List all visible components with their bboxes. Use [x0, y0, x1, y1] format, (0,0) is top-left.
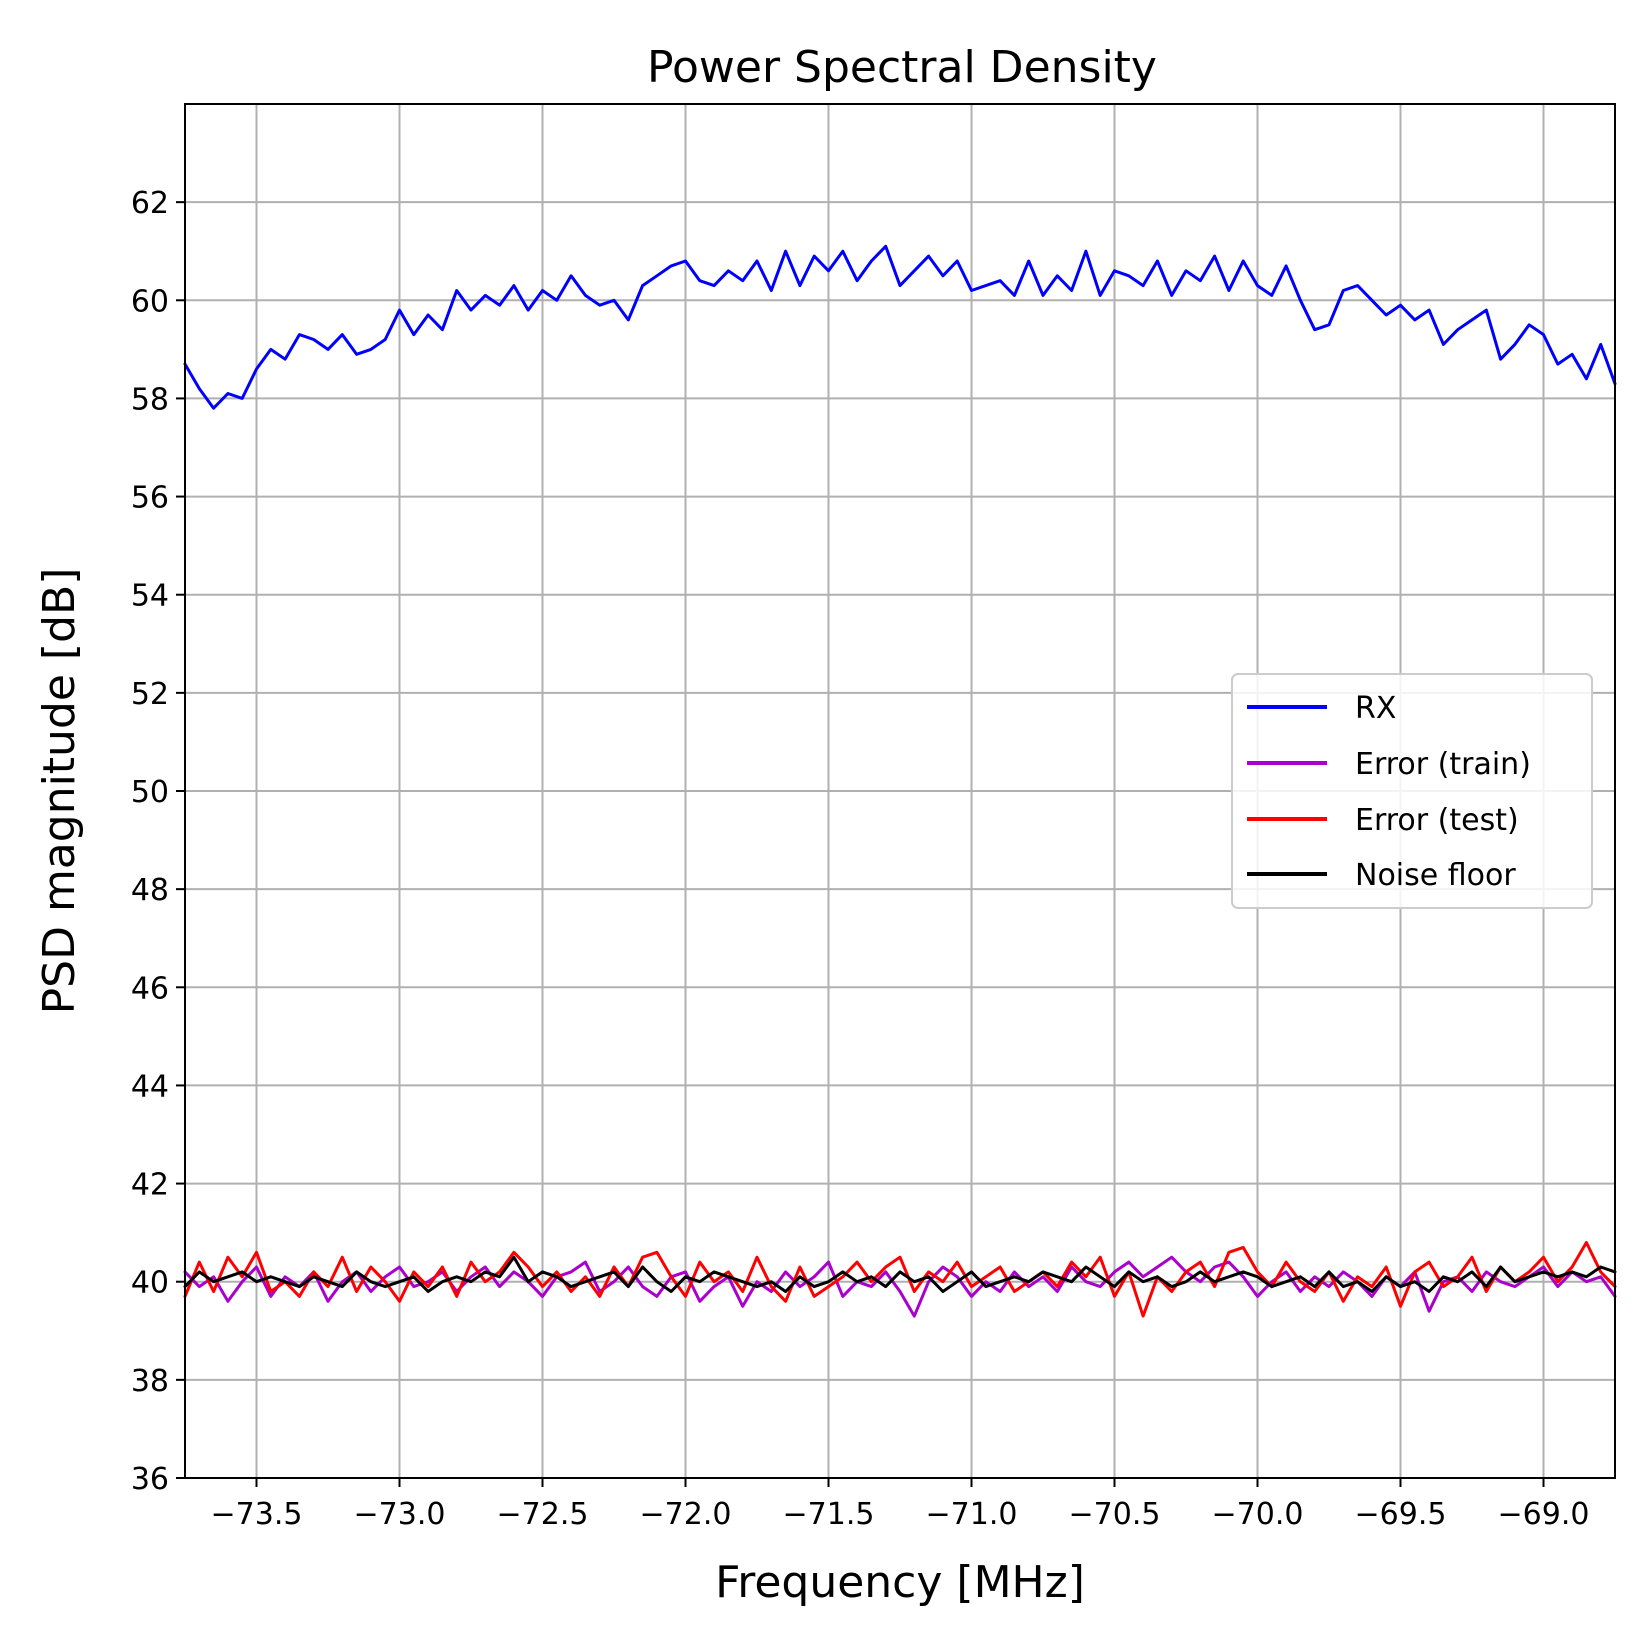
axis-ticks: −73.5 −73.0 −72.5 −72.0 −71.5 −71.0 −70.5 −70.0…: [131, 186, 1590, 1532]
x-axis-label: Frequency [MHz]: [715, 1557, 1085, 1608]
x-tick-label: −71.5: [783, 1497, 875, 1532]
y-tick-label: 40: [131, 1266, 169, 1301]
x-tick-label: −71.0: [926, 1497, 1018, 1532]
y-tick-label: 52: [131, 677, 169, 712]
y-tick-label: 38: [131, 1364, 169, 1399]
series-rx: [183, 244, 1617, 410]
x-tick-label: −72.5: [497, 1497, 589, 1532]
legend-label-error-test: Error (test): [1355, 803, 1519, 838]
legend-box: [1231, 673, 1593, 909]
x-tick-label: −69.5: [1355, 1497, 1447, 1532]
x-tick-label: −70.5: [1069, 1497, 1161, 1532]
y-tick-label: 62: [131, 186, 169, 221]
plot-series: [183, 244, 1617, 1318]
y-tick-label: 44: [131, 1069, 169, 1104]
chart-title: Power Spectral Density: [647, 42, 1157, 93]
series-error-test: [183, 1241, 1617, 1318]
y-tick-label: 54: [131, 579, 169, 614]
y-tick-label: 58: [131, 382, 169, 417]
y-tick-label: 42: [131, 1168, 169, 1203]
x-tick-label: −73.5: [211, 1497, 303, 1532]
y-axis-label: PSD magnitude [dB]: [34, 568, 85, 1015]
x-tick-label: −69.0: [1498, 1497, 1590, 1532]
y-tick-label: 36: [131, 1462, 169, 1497]
x-tick-label: −73.0: [354, 1497, 446, 1532]
y-tick-label: 56: [131, 481, 169, 516]
y-tick-label: 46: [131, 971, 169, 1006]
legend-label-rx: RX: [1355, 691, 1396, 726]
legend: RX Error (train) Error (test) Noise floo…: [1231, 673, 1593, 909]
x-tick-label: −70.0: [1212, 1497, 1304, 1532]
y-tick-label: 60: [131, 284, 169, 319]
legend-label-error-train: Error (train): [1355, 747, 1531, 782]
y-tick-label: 48: [131, 873, 169, 908]
y-tick-label: 50: [131, 775, 169, 810]
legend-label-noise-floor: Noise floor: [1355, 858, 1516, 893]
x-tick-label: −72.0: [640, 1497, 732, 1532]
series-noise-floor: [183, 1255, 1617, 1293]
